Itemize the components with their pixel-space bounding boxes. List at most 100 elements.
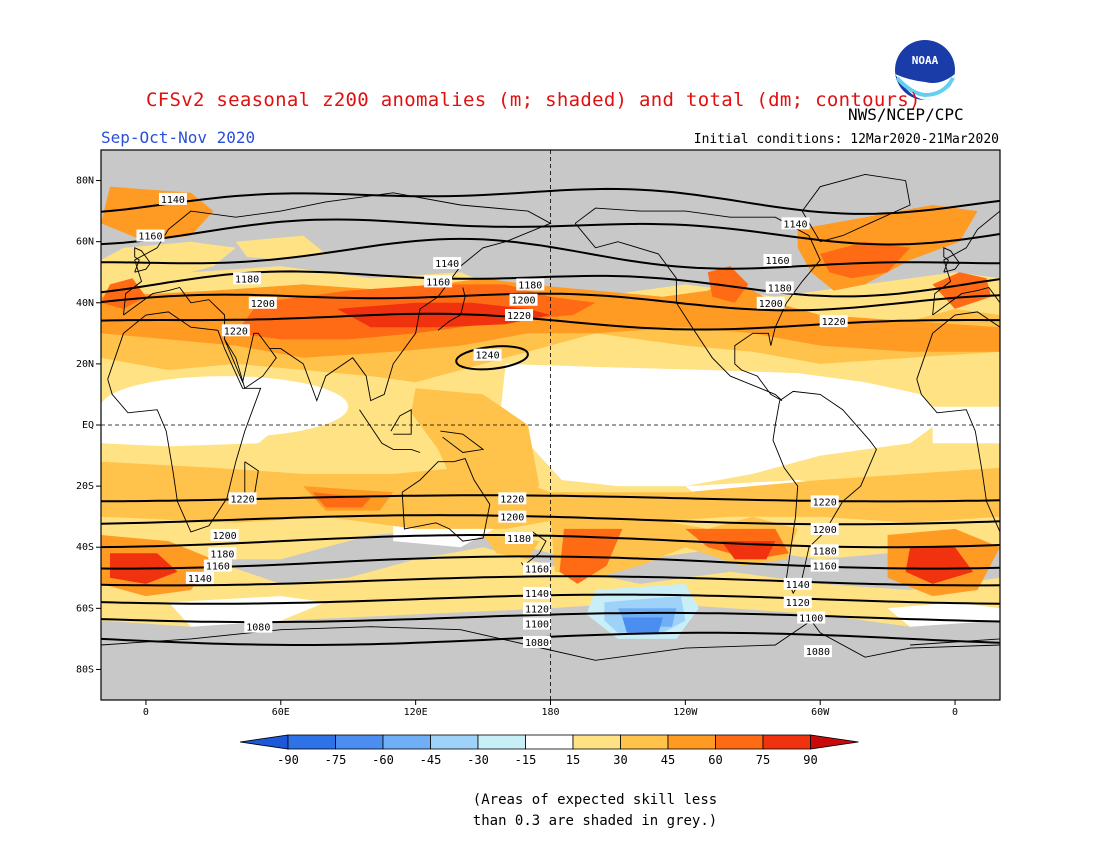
contour-label-box [781, 217, 810, 230]
contour-label-box [185, 571, 214, 584]
noaa-logo-text: NOAA [912, 54, 939, 67]
colorbar-label: -30 [467, 753, 489, 767]
noaa-logo-wave-accent [895, 76, 955, 98]
lat-tick-label: 80N [76, 176, 94, 187]
colorbar-swatch [572, 734, 621, 750]
contour-label: 1220 [813, 497, 837, 508]
lon-tick-label: 120W [673, 707, 698, 718]
contour-label: 1200 [251, 299, 275, 310]
colorbar-label: -75 [325, 753, 347, 767]
colorbar-label: -15 [515, 753, 537, 767]
contour-label: 1120 [525, 604, 549, 615]
tropical-neutral-pacific [501, 363, 944, 487]
lon-tick-label: 120E [404, 707, 428, 718]
lon-tick-label: 60W [811, 707, 830, 718]
contour-label-box [516, 278, 545, 291]
tropical-neutral-atlantic [932, 406, 1000, 444]
contour-label-box [810, 559, 839, 572]
contour-label-box [803, 645, 832, 658]
contour-label: 1220 [231, 494, 255, 505]
organization-label: NWS/NCEP/CPC [848, 105, 964, 124]
colorbar-swatch [335, 734, 384, 750]
contour-line-north [101, 218, 1000, 246]
contour-label-box [433, 257, 462, 270]
lon-tick-label: 60E [272, 707, 290, 718]
colorbar-swatch [715, 734, 764, 750]
lat-tick-label: 20N [76, 359, 94, 370]
coastline-segment [520, 531, 547, 567]
contour-label: 1160 [138, 232, 162, 243]
sh-atlantic-red [905, 547, 973, 584]
initial-conditions-label: Initial conditions: 12Mar2020-21Mar2020 [693, 132, 999, 147]
contour-label: 1080 [246, 623, 270, 634]
contour-label-box [523, 635, 552, 648]
colorbar-label: 90 [803, 753, 817, 767]
contour-label: 1160 [765, 256, 789, 267]
contour-label: 1200 [213, 531, 237, 542]
nh-jet-red [337, 302, 551, 328]
lat-tick-label: 40N [76, 298, 94, 309]
nw-europe-red [932, 272, 991, 309]
colorbar-label: 30 [613, 753, 627, 767]
colorbar-swatch [525, 734, 574, 750]
colorbar: -90 -75 -60 -45 -30 -15 15 30 45 60 75 90 [239, 734, 859, 767]
contour-label-box [136, 229, 165, 242]
contour-label-box [228, 492, 257, 505]
contour-line-north [101, 237, 1000, 270]
maritime-medium [411, 388, 540, 511]
contour-label: 1240 [476, 351, 500, 362]
lat-tick-label: EQ [82, 420, 94, 431]
contour-label-box [248, 296, 277, 309]
lat-tick-label: 60S [76, 603, 94, 614]
contour-label: 1180 [768, 284, 792, 295]
colorbar-label: 15 [566, 753, 580, 767]
contour-label-box [810, 495, 839, 508]
contour-label: 1180 [210, 549, 234, 560]
contour-label-box [203, 559, 232, 572]
footnote-line-1: (Areas of expected skill less [472, 792, 718, 808]
contour-label-box [763, 254, 792, 266]
colorbar-swatch [287, 734, 336, 750]
nh-pacific-northwest [707, 266, 749, 303]
contour-label-box [509, 293, 538, 306]
coastline-segment [772, 390, 877, 595]
contour-label: 1140 [435, 259, 459, 270]
contour-label: 1100 [525, 620, 549, 631]
colorbar-label: -45 [420, 753, 442, 767]
colorbar-label: 60 [708, 753, 722, 767]
contour-label-box [473, 348, 502, 361]
colorbar-label: -90 [277, 753, 299, 767]
contour-label-box [498, 510, 527, 523]
contour-label-box [756, 296, 785, 309]
contour-line-south [101, 575, 1000, 587]
contour-1240-closed [455, 345, 529, 371]
contour-label: 1180 [235, 274, 259, 285]
contour-label-box [505, 532, 534, 545]
coastline-segment [943, 247, 961, 273]
colorbar-swatch [762, 734, 811, 750]
contour-label: 1200 [759, 299, 783, 310]
colorbar-swatch [477, 734, 526, 750]
contour-label: 1160 [206, 562, 230, 573]
sh-pacific-red-core [721, 541, 776, 560]
colorbar-arrow-high [810, 734, 859, 750]
negative-stronger [622, 617, 663, 633]
contour-label: 1180 [813, 546, 837, 557]
contour-label: 1140 [161, 195, 185, 206]
contour-label-box [783, 577, 812, 590]
contour-label: 1140 [188, 574, 212, 585]
contour-label: 1180 [518, 280, 542, 291]
colorbar-swatch [382, 734, 431, 750]
lat-tick-label: 60N [76, 237, 94, 248]
coastline-segment [440, 430, 485, 453]
contour-label: 1220 [822, 317, 846, 328]
contour-line-north [101, 187, 1000, 215]
contour-label-box [523, 562, 552, 575]
contour-label-box [783, 596, 812, 609]
colorbar-swatch [667, 734, 716, 750]
contour-label-box [810, 544, 839, 557]
indian-red [312, 492, 371, 508]
contour-label-box [233, 272, 262, 285]
contour-label-box [819, 315, 848, 328]
